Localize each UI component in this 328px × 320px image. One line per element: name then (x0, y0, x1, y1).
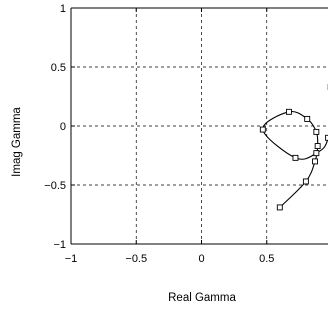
data-point-6 (285, 108, 292, 115)
grid (70, 7, 328, 245)
y-axis-label: Imag Gamma (11, 107, 23, 177)
data-point-10 (325, 134, 328, 141)
data-point-3 (314, 143, 321, 150)
data-point-4 (313, 128, 320, 135)
data-point-0 (276, 204, 283, 211)
data-point-9 (313, 150, 320, 157)
x-axis-label: Real Gamma (168, 292, 236, 304)
x-tick-label-3: 0.5 (259, 253, 274, 265)
y-tick-label-4: 1 (60, 3, 66, 15)
data-point-1 (302, 178, 309, 185)
data-point-2 (312, 158, 318, 165)
x-tick-label-1: −0.5 (125, 253, 147, 265)
data-point-7 (259, 126, 266, 133)
y-tick-label-0: −1 (53, 239, 66, 251)
y-tick-label-2: 0 (60, 121, 66, 133)
x-tick-label-0: −1 (65, 253, 78, 265)
data-layer (259, 84, 328, 211)
y-tick-label-1: −0.5 (44, 180, 66, 192)
data-point-8 (292, 154, 299, 161)
data-point-5 (304, 115, 311, 122)
tick-marks (70, 7, 268, 245)
tick-labels: −1 −0.5 0 0.5 −1 −0.5 0 0.5 1 (44, 3, 274, 265)
x-tick-label-2: 0 (198, 253, 204, 265)
y-tick-label-3: 0.5 (51, 62, 66, 74)
